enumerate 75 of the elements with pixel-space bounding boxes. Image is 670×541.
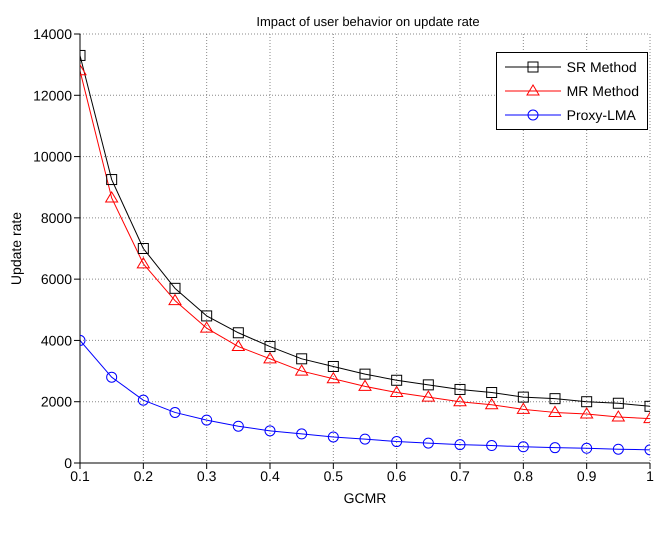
point bbox=[170, 282, 180, 294]
point bbox=[391, 436, 402, 448]
x-tick-label: 0.8 bbox=[514, 468, 534, 484]
y-tick-label: 12000 bbox=[33, 87, 72, 104]
point bbox=[232, 340, 245, 352]
point bbox=[581, 396, 592, 408]
x-tick-label: 0.4 bbox=[260, 468, 280, 484]
point bbox=[138, 394, 149, 406]
point bbox=[138, 243, 149, 254]
x-tick-label: 0.9 bbox=[576, 468, 597, 484]
y-tick-label: 2000 bbox=[40, 394, 72, 410]
y-tick-label: 0 bbox=[64, 454, 72, 471]
point bbox=[200, 322, 214, 333]
point bbox=[170, 406, 180, 418]
point bbox=[264, 352, 276, 364]
point bbox=[264, 341, 276, 352]
point bbox=[232, 327, 244, 338]
point bbox=[485, 398, 498, 410]
x-tick-label: 0.5 bbox=[324, 468, 344, 484]
x-tick-label: 0.1 bbox=[70, 468, 90, 484]
y-tick-label: 8000 bbox=[40, 210, 72, 226]
point bbox=[106, 174, 118, 186]
x-tick-label: 1 bbox=[646, 468, 654, 484]
point bbox=[391, 374, 402, 386]
point bbox=[136, 257, 150, 268]
point bbox=[360, 434, 370, 445]
point bbox=[328, 360, 339, 372]
x-tick-label: 0.2 bbox=[134, 468, 154, 484]
point bbox=[550, 393, 560, 404]
point bbox=[295, 364, 308, 376]
point bbox=[105, 191, 118, 202]
point bbox=[612, 398, 624, 409]
point bbox=[612, 444, 624, 455]
point bbox=[328, 431, 339, 442]
point bbox=[326, 372, 340, 384]
point bbox=[296, 428, 308, 440]
y-axis-title: Update rate bbox=[8, 212, 24, 286]
point bbox=[548, 406, 562, 417]
point bbox=[454, 384, 466, 395]
point bbox=[550, 442, 560, 454]
point bbox=[580, 407, 594, 418]
point bbox=[422, 438, 434, 449]
point bbox=[360, 368, 370, 380]
chart-title: Impact of user behavior on update rate bbox=[256, 14, 480, 29]
y-tick-label: 4000 bbox=[40, 332, 72, 348]
point bbox=[518, 441, 529, 452]
x-tick-label: 0.3 bbox=[196, 468, 217, 484]
legend-label: MR Method bbox=[566, 83, 639, 99]
y-tick-label: 10000 bbox=[33, 148, 72, 165]
point bbox=[390, 386, 404, 398]
legend-label: Proxy-LMA bbox=[566, 107, 636, 123]
y-tick-label: 14000 bbox=[33, 26, 72, 42]
x-tick-label: 0.6 bbox=[386, 468, 407, 484]
x-tick-label: 0.7 bbox=[450, 468, 470, 484]
point bbox=[581, 442, 592, 454]
point bbox=[296, 353, 308, 364]
point bbox=[454, 439, 466, 450]
point bbox=[201, 310, 212, 322]
point bbox=[518, 392, 529, 403]
point bbox=[106, 372, 118, 383]
point bbox=[516, 402, 530, 414]
y-tick-label: 6000 bbox=[40, 271, 72, 288]
point bbox=[486, 440, 498, 452]
point bbox=[232, 420, 244, 432]
point bbox=[422, 379, 434, 390]
point bbox=[612, 410, 625, 422]
point bbox=[264, 425, 276, 436]
point bbox=[454, 395, 466, 406]
point bbox=[168, 294, 182, 306]
legend-label: SR Method bbox=[566, 59, 637, 75]
x-axis-title: GCMR bbox=[344, 490, 386, 506]
point bbox=[201, 414, 212, 426]
point bbox=[486, 387, 498, 398]
point bbox=[358, 380, 372, 391]
point bbox=[422, 390, 435, 402]
